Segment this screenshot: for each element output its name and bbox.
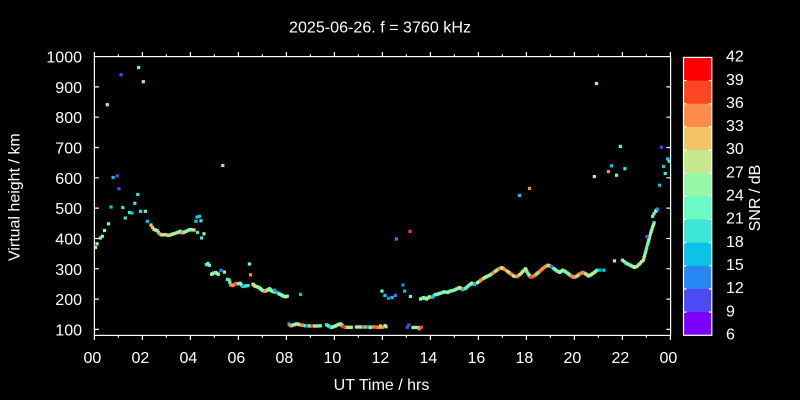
svg-text:100: 100: [55, 322, 82, 339]
svg-text:06: 06: [228, 350, 246, 367]
svg-text:33: 33: [726, 118, 744, 135]
svg-text:02: 02: [132, 350, 150, 367]
svg-text:18: 18: [516, 350, 534, 367]
svg-text:900: 900: [55, 80, 82, 97]
svg-text:00: 00: [84, 350, 102, 367]
svg-text:700: 700: [55, 141, 82, 158]
svg-text:16: 16: [468, 350, 486, 367]
svg-text:39: 39: [726, 72, 744, 89]
svg-text:08: 08: [276, 350, 294, 367]
svg-text:400: 400: [55, 232, 82, 249]
svg-text:42: 42: [726, 49, 744, 66]
svg-text:9: 9: [726, 303, 735, 320]
svg-text:600: 600: [55, 171, 82, 188]
svg-text:00: 00: [660, 350, 678, 367]
svg-text:200: 200: [55, 292, 82, 309]
svg-text:6: 6: [726, 327, 735, 344]
svg-text:15: 15: [726, 257, 744, 274]
svg-text:18: 18: [726, 234, 744, 251]
svg-text:36: 36: [726, 95, 744, 112]
svg-text:UT Time / hrs: UT Time / hrs: [334, 377, 430, 394]
svg-text:20: 20: [564, 350, 582, 367]
svg-text:24: 24: [726, 188, 744, 205]
svg-text:04: 04: [180, 350, 198, 367]
svg-text:800: 800: [55, 110, 82, 127]
svg-text:500: 500: [55, 201, 82, 218]
svg-text:10: 10: [324, 350, 342, 367]
svg-text:27: 27: [726, 164, 744, 181]
svg-text:21: 21: [726, 211, 744, 228]
svg-text:12: 12: [726, 280, 744, 297]
svg-text:300: 300: [55, 262, 82, 279]
svg-text:1000: 1000: [46, 50, 82, 67]
svg-text:14: 14: [420, 350, 438, 367]
svg-text:Virtual height / km: Virtual height / km: [7, 133, 24, 261]
svg-text:SNR / dB: SNR / dB: [747, 165, 764, 232]
svg-text:22: 22: [612, 350, 630, 367]
svg-text:30: 30: [726, 141, 744, 158]
svg-text:12: 12: [372, 350, 390, 367]
svg-text:2025-06-26. f = 3760 kHz: 2025-06-26. f = 3760 kHz: [289, 20, 471, 37]
